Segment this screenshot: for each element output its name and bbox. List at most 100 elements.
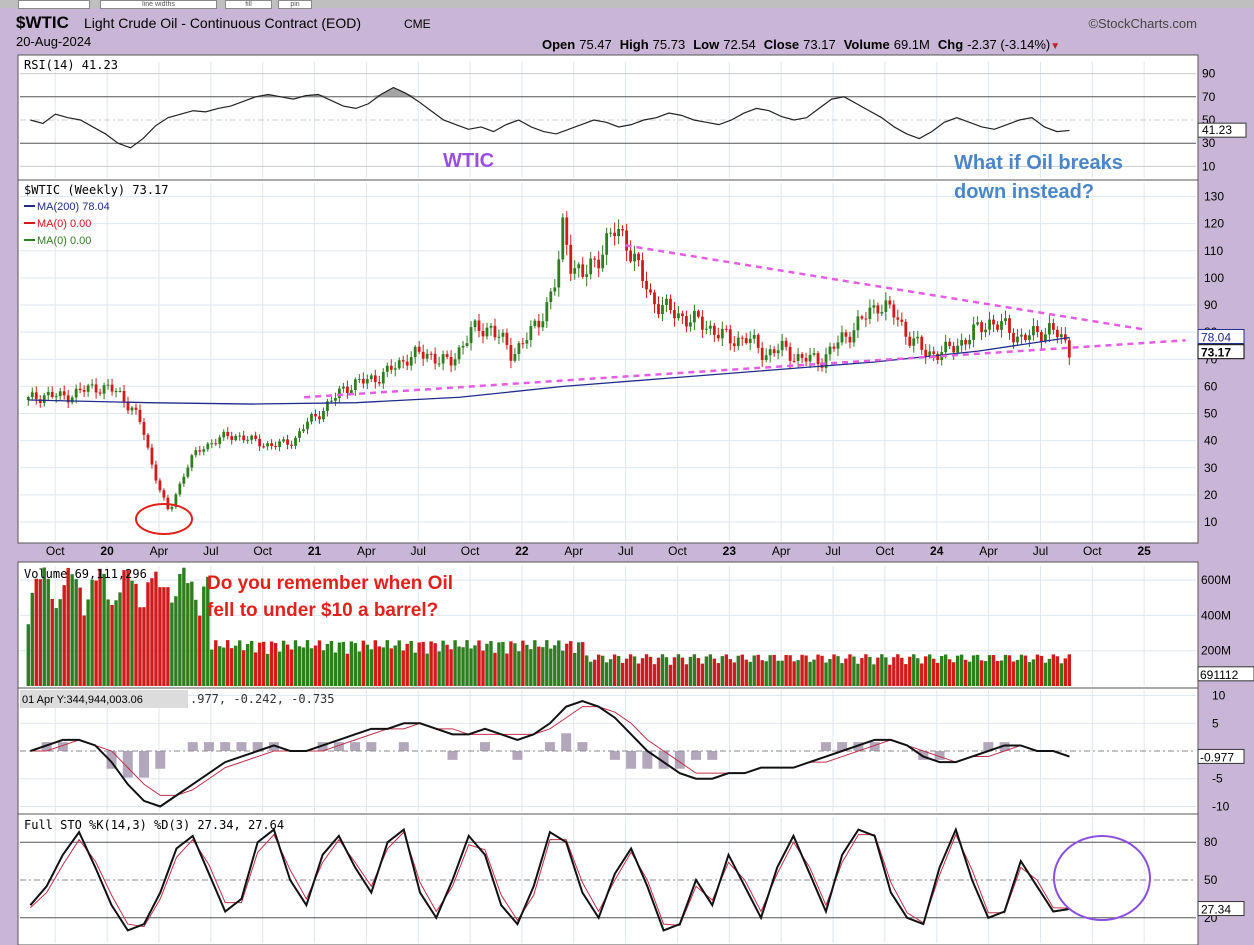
volume-bar: [62, 585, 66, 686]
candle-body: [1063, 334, 1067, 341]
volume-bar: [409, 641, 413, 686]
x-tick-label: Oct: [461, 544, 480, 558]
candle-body: [756, 334, 760, 348]
legend-ma-red: MA(0) 0.00: [37, 218, 91, 230]
volume-bar: [469, 648, 473, 686]
volume-bar: [577, 642, 581, 686]
candle-body: [433, 353, 437, 364]
candle-body: [50, 392, 54, 398]
x-tick-label: 20: [100, 544, 114, 558]
macd-panel: 10 5 -5 -10 -0.977: [20, 689, 1245, 813]
volume-bar: [939, 655, 944, 686]
sto-label: Full STO %K(14,3) %D(3) 27.34, 27.64: [24, 818, 284, 832]
candle-body: [1036, 325, 1039, 333]
candle-body: [932, 351, 936, 354]
candle-body: [828, 346, 832, 355]
volume-bar: [628, 654, 633, 686]
candle-body: [134, 407, 138, 410]
fill-button[interactable]: fill: [225, 0, 272, 9]
price-panel-bg: [17, 54, 1199, 544]
candle-body: [557, 259, 561, 288]
candle-body: [992, 319, 995, 325]
volume-bar: [445, 644, 449, 686]
volume-bar: [648, 656, 653, 686]
volume-bar: [497, 642, 501, 686]
volume-bar: [796, 660, 800, 686]
price-tick-label: 120: [1204, 217, 1224, 231]
volume-bar: [485, 643, 489, 686]
candle-body: [1043, 334, 1047, 342]
candle-body: [908, 336, 912, 346]
candle-body: [1008, 318, 1011, 333]
candle-body: [629, 250, 632, 262]
toolbar-button[interactable]: [18, 0, 90, 9]
volume-bar: [186, 583, 190, 686]
pin-button[interactable]: pin: [278, 0, 312, 9]
candle-body: [1055, 329, 1059, 338]
candle-body: [689, 322, 692, 327]
volume-bar: [868, 656, 872, 686]
candle-body: [334, 398, 337, 401]
volume-bar: [38, 579, 42, 686]
volume-bar: [138, 607, 142, 686]
x-tick-label: Apr: [564, 544, 583, 558]
volume-bar: [66, 567, 70, 686]
candle-body: [477, 320, 481, 332]
candle-body: [445, 354, 449, 357]
volume-bar: [130, 580, 134, 686]
candle-body: [597, 259, 601, 269]
volume-bar: [1035, 654, 1040, 686]
volume-bar: [704, 656, 709, 686]
line-widths-button[interactable]: line widths: [100, 0, 217, 9]
rsi-current-label: 41.23: [1202, 123, 1232, 137]
volume-bar: [50, 598, 54, 686]
volume-bar: [1031, 659, 1036, 686]
volume-bar: [588, 661, 593, 686]
volume-bar: [182, 567, 186, 686]
volume-bar: [752, 655, 756, 686]
candle-body: [804, 357, 808, 362]
volume-bar: [916, 658, 920, 686]
macd-tick-label: -5: [1212, 772, 1223, 786]
volume-bar: [429, 641, 433, 686]
volume-bar: [565, 643, 569, 686]
candle-body: [425, 353, 429, 359]
candle-body: [956, 345, 960, 353]
candle-body: [601, 254, 605, 269]
volume-bar: [728, 659, 732, 686]
macd-line: [30, 700, 1070, 808]
candle-body: [198, 450, 202, 452]
candle-body: [1028, 335, 1031, 341]
candle-body: [740, 337, 744, 339]
sto-tick-label: 80: [1204, 835, 1218, 849]
volume-bar: [951, 662, 956, 686]
volume-bar: [505, 653, 509, 686]
candle-body: [605, 233, 609, 255]
volume-bar: [932, 658, 936, 686]
candle-body: [533, 320, 537, 327]
candle-body: [948, 341, 952, 347]
macd-histogram-bar: [41, 742, 52, 751]
volume-bar: [561, 650, 565, 686]
candle-body: [473, 320, 477, 328]
volume-bar: [724, 654, 728, 686]
candle-body: [330, 400, 333, 402]
candle-body: [681, 313, 684, 317]
price-tick-label: 50: [1204, 407, 1218, 421]
volume-bar: [920, 663, 924, 686]
volume-current-box: [1197, 666, 1254, 682]
volume-bar: [449, 649, 453, 686]
volume-bar: [349, 641, 354, 686]
volume-bar: [513, 643, 517, 686]
volume-bar: [716, 663, 721, 686]
candle-body: [457, 347, 461, 360]
volume-bar: [453, 640, 457, 686]
macd-histogram-bar: [106, 751, 117, 769]
rsi-line: [30, 86, 1070, 149]
volume-bar: [433, 643, 437, 686]
volume-bar: [760, 660, 764, 686]
candle-body: [501, 332, 505, 337]
macd-histogram-bar: [155, 751, 166, 769]
candle-body: [1067, 340, 1071, 358]
